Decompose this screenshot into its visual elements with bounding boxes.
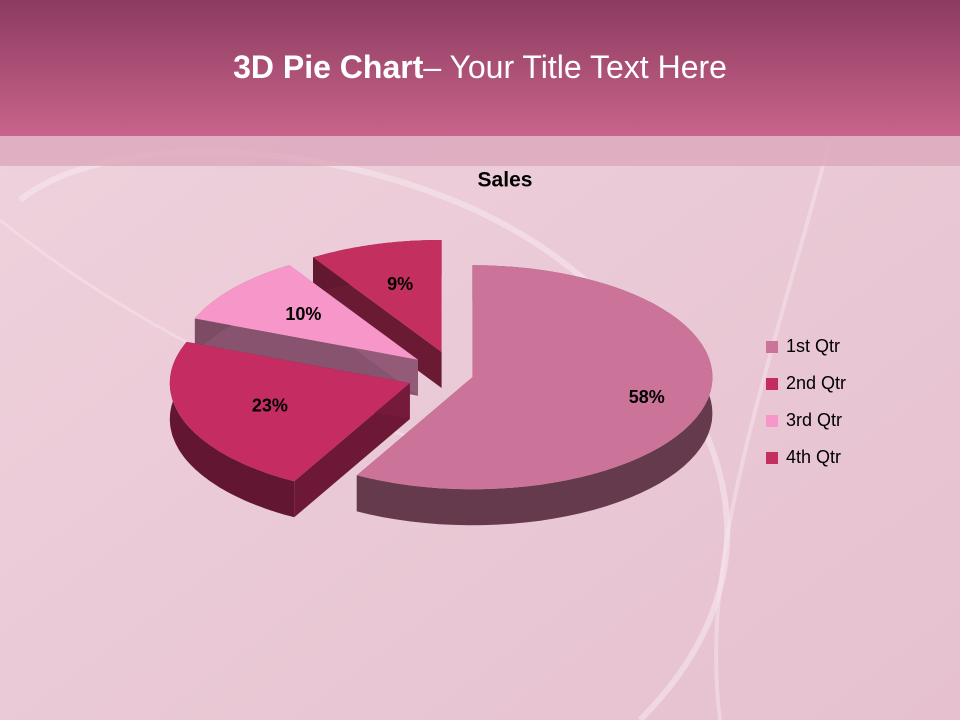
- pie: 58% 23% 10% 9%: [169, 240, 713, 526]
- slice-side: [169, 341, 295, 518]
- data-label: 23%: [252, 395, 288, 415]
- slice: [356, 265, 713, 490]
- data-label: 58%: [629, 387, 665, 407]
- slice: [313, 240, 442, 352]
- slice-side: [356, 265, 713, 526]
- slide-title-rest: – Your Title Text Here: [423, 49, 727, 85]
- legend-label: 4th Qtr: [786, 447, 841, 467]
- slice: [194, 265, 418, 360]
- slice-side: [294, 383, 410, 518]
- legend-label: 2nd Qtr: [786, 373, 846, 393]
- data-label: 10%: [285, 304, 321, 324]
- slice: [169, 341, 410, 482]
- legend-label: 1st Qtr: [786, 336, 840, 356]
- legend-swatch: [766, 452, 778, 464]
- legend: 1st Qtr 2nd Qtr 3rd Qtr 4th Qtr: [766, 336, 846, 467]
- legend-swatch: [766, 378, 778, 390]
- header-strip: [0, 136, 960, 166]
- legend-swatch: [766, 341, 778, 353]
- legend-swatch: [766, 415, 778, 427]
- slide-title-bold: 3D Pie Chart: [233, 49, 424, 85]
- chart-title: Sales: [478, 169, 533, 192]
- slide-title: 3D Pie Chart– Your Title Text Here: [233, 49, 727, 85]
- legend-label: 3rd Qtr: [786, 410, 842, 430]
- header-band: [0, 0, 960, 136]
- data-label: 9%: [387, 274, 413, 294]
- swirl: [714, 139, 832, 720]
